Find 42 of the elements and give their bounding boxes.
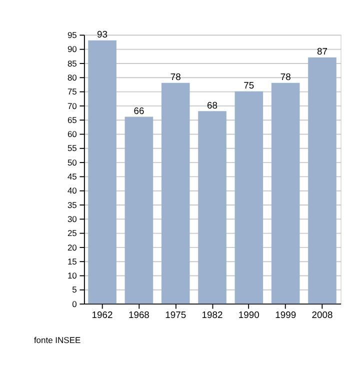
data-label: 78 [280, 71, 291, 82]
x-tick-label: 1962 [92, 309, 113, 320]
bar [271, 82, 300, 304]
x-tick-label: 1975 [165, 309, 186, 320]
y-tick-label: 70 [67, 100, 78, 111]
y-tick-label: 15 [67, 256, 78, 266]
y-tick-label: 45 [67, 172, 78, 182]
bar [234, 91, 264, 304]
y-tick-label: 30 [67, 214, 78, 224]
y-tick-label: 40 [67, 186, 78, 196]
y-tick-label: 25 [67, 228, 78, 238]
data-label: 93 [97, 28, 108, 40]
x-tick-label: 1982 [202, 309, 223, 320]
y-tick-label: 35 [67, 200, 78, 210]
x-tick-label: 2008 [312, 309, 333, 320]
bar [308, 57, 336, 304]
y-tick-label: 75 [67, 86, 78, 97]
bar [198, 111, 226, 304]
y-tick-label: 85 [67, 58, 78, 68]
y-tick-label: 60 [67, 129, 78, 140]
y-tick-label: 95 [67, 30, 78, 40]
y-tick-label: 65 [67, 114, 78, 125]
y-tick-label: 55 [67, 143, 78, 154]
y-tick-label: 0 [72, 298, 78, 309]
y-tick-label: 50 [67, 157, 78, 168]
data-label: 87 [316, 46, 328, 57]
data-label: 66 [134, 104, 144, 116]
x-tick-label: 1999 [275, 309, 296, 320]
y-tick-label: 10 [67, 270, 78, 281]
bar [161, 82, 190, 304]
y-tick-label: 80 [67, 72, 78, 82]
source-note: fonte INSEE [34, 335, 81, 346]
data-label: 68 [207, 99, 218, 110]
x-tick-label: 1968 [128, 309, 150, 320]
data-label: 75 [244, 79, 254, 90]
data-label: 78 [170, 71, 181, 82]
y-tick-label: 20 [67, 242, 78, 252]
y-tick-label: 5 [72, 284, 78, 295]
bar [88, 40, 116, 304]
x-tick-label: 1990 [238, 309, 260, 320]
y-tick-label: 90 [67, 44, 78, 54]
bar [124, 116, 154, 304]
